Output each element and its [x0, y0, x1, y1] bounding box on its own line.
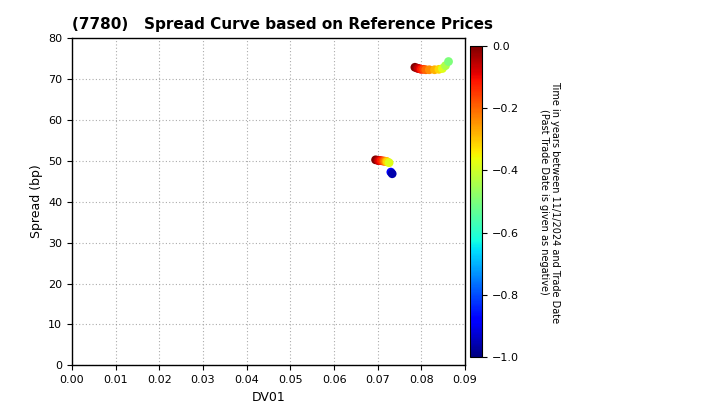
- Text: (7780)   Spread Curve based on Reference Prices: (7780) Spread Curve based on Reference P…: [72, 18, 493, 32]
- Point: [387, 171, 398, 177]
- Point: [376, 157, 387, 164]
- Point: [385, 169, 397, 176]
- Point: [380, 158, 392, 165]
- Point: [420, 66, 431, 73]
- Y-axis label: Time in years between 11/1/2024 and Trade Date
(Past Trade Date is given as nega: Time in years between 11/1/2024 and Trad…: [539, 81, 560, 323]
- Point: [409, 64, 420, 71]
- Point: [381, 158, 392, 165]
- Point: [377, 158, 389, 164]
- Y-axis label: Spread (bp): Spread (bp): [30, 165, 42, 239]
- Point: [370, 157, 382, 163]
- X-axis label: DV01: DV01: [252, 391, 285, 404]
- Point: [373, 157, 384, 164]
- Point: [413, 65, 424, 72]
- Point: [372, 157, 384, 164]
- Point: [418, 66, 429, 73]
- Point: [382, 158, 393, 165]
- Point: [440, 62, 451, 69]
- Point: [374, 157, 386, 164]
- Point: [436, 65, 448, 72]
- Point: [443, 58, 454, 65]
- Point: [383, 159, 395, 166]
- Point: [423, 66, 435, 73]
- Point: [433, 66, 445, 73]
- Point: [379, 158, 390, 164]
- Point: [415, 66, 426, 72]
- Point: [411, 65, 423, 71]
- Point: [429, 66, 441, 73]
- Point: [415, 66, 427, 73]
